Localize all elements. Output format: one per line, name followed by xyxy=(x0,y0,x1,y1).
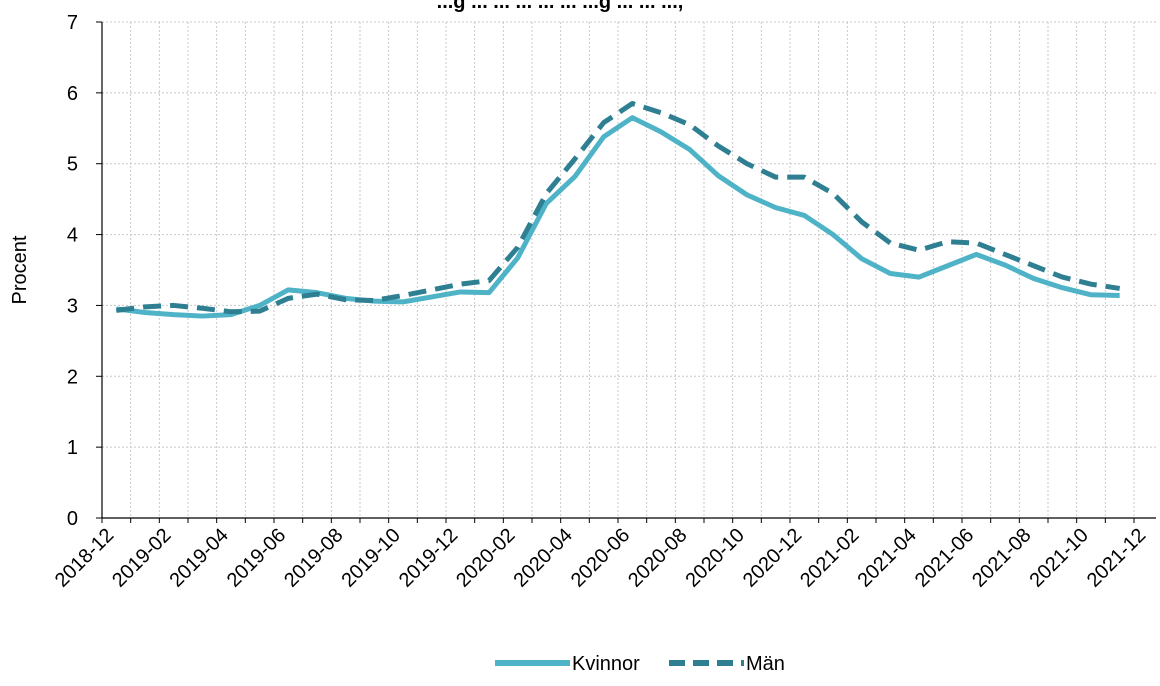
y-tick-label: 3 xyxy=(67,295,78,317)
x-tick-label: 2021-04 xyxy=(853,524,920,591)
x-tick-label: 2020-10 xyxy=(681,524,748,591)
x-tick-label: 2020-04 xyxy=(509,524,576,591)
chart-title: ...g ... ... ... ... ... ...g ... ... ..… xyxy=(437,0,684,13)
x-tick-label: 2021-10 xyxy=(1025,524,1092,591)
x-tick-label: 2019-06 xyxy=(223,524,290,591)
x-tick-label: 2021-06 xyxy=(911,524,978,591)
x-tick-label: 2021-08 xyxy=(968,524,1035,591)
x-tick-label: 2019-04 xyxy=(165,524,232,591)
y-axis-title: Procent xyxy=(9,235,31,304)
y-tick-label: 0 xyxy=(67,508,78,530)
series-line-kvinnor xyxy=(116,115,1120,319)
series-line-m-n xyxy=(116,100,1121,315)
x-tick-label: 2021-02 xyxy=(796,524,863,591)
x-tick-label: 2019-12 xyxy=(395,524,462,591)
x-tick-label: 2019-10 xyxy=(337,524,404,591)
y-tick-label: 1 xyxy=(67,437,78,459)
x-tick-label: 2019-08 xyxy=(280,524,347,591)
x-tick-label: 2020-08 xyxy=(624,524,691,591)
x-tick-label: 2021-12 xyxy=(1083,524,1150,591)
x-tick-label: 2020-02 xyxy=(452,524,519,591)
x-tick-label: 2018-12 xyxy=(51,524,118,591)
y-tick-label: 7 xyxy=(67,12,78,34)
x-tick-label: 2019-02 xyxy=(108,524,175,591)
legend-label: Kvinnor xyxy=(572,653,640,675)
y-tick-label: 4 xyxy=(67,225,78,247)
y-tick-label: 5 xyxy=(67,154,78,176)
legend-label: Män xyxy=(746,653,785,675)
x-tick-label: 2020-06 xyxy=(567,524,634,591)
x-tick-label: 2020-12 xyxy=(739,524,806,591)
y-tick-label: 2 xyxy=(67,366,78,388)
y-tick-label: 6 xyxy=(67,83,78,105)
